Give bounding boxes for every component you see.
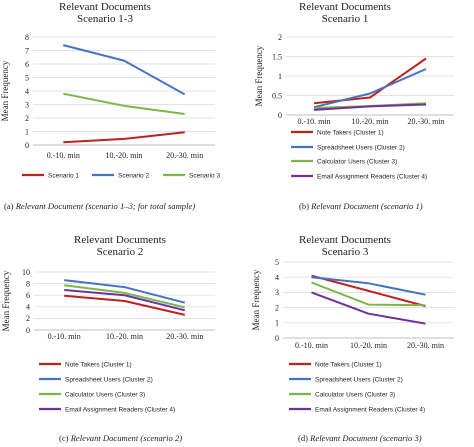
y-tick-label: 0: [278, 111, 282, 120]
y-tick-label: 7: [25, 46, 29, 55]
series-line-1: [64, 294, 186, 316]
y-tick-label: 0.5: [272, 91, 282, 100]
y-tick-label: 6: [26, 291, 30, 300]
caption-label: (c): [59, 433, 71, 443]
y-tick-label: 8: [26, 279, 30, 288]
panel-caption: (b) Relevant Document (scenario 1): [299, 201, 423, 211]
y-tick-label: 0: [26, 326, 30, 335]
legend-entry: Scenario 2: [118, 172, 149, 179]
legend-entry: Email Assignment Readers (Cluster 4): [317, 173, 427, 180]
series-line-4: [64, 289, 186, 312]
y-tick-label: 5: [275, 258, 279, 267]
legend-entry: Calculator Users (Cluster 3): [315, 391, 395, 398]
y-tick-label: 1: [25, 127, 29, 136]
caption-label: (a): [4, 201, 16, 211]
x-tick-label: 20.-30. min: [166, 151, 203, 160]
series-line-2: [64, 279, 186, 304]
y-tick-label: 2: [25, 114, 29, 123]
y-axis-title: Mean Frequency: [254, 45, 264, 106]
x-tick-label: 20.-30. min: [407, 117, 444, 126]
y-tick-label: 2: [26, 314, 30, 323]
y-tick-label: 1: [278, 72, 282, 81]
legend-entry: Spreadsheet Users (Cluster 2): [317, 144, 405, 151]
series-line-3: [63, 92, 185, 115]
caption-text: Relevant Document (scenario 2): [70, 433, 183, 443]
legend-entry: Note Takers (Cluster 1): [315, 361, 382, 368]
chart-title-line: Relevant Documents: [59, 1, 151, 13]
y-tick-label: 5: [25, 73, 29, 82]
caption-text: Relevant Document (scenario 1–3; for tot…: [15, 201, 196, 211]
panel-caption: (d) Relevant Document (scenario 3): [298, 433, 422, 443]
y-axis-title: Mean Frequency: [251, 269, 261, 330]
series-line-2: [311, 276, 426, 296]
caption-label: (d): [298, 433, 310, 443]
legend-entry: Note Takers (Cluster 1): [317, 129, 384, 136]
panel-caption: (c) Relevant Document (scenario 2): [59, 433, 182, 443]
x-tick-label: 10.-20. min: [351, 117, 388, 126]
caption-label: (b): [299, 201, 311, 211]
panel-caption: (a) Relevant Document (scenario 1–3; for…: [4, 201, 195, 211]
x-tick-label: 20.-30. min: [407, 341, 444, 350]
y-tick-label: 1: [275, 319, 279, 328]
y-tick-label: 4: [26, 303, 30, 312]
x-tick-label: 0.-10. min: [297, 117, 330, 126]
y-tick-label: 3: [275, 288, 279, 297]
y-tick-label: 2: [275, 303, 279, 312]
y-tick-label: 6: [25, 60, 29, 69]
chart-title-line: Scenario 2: [97, 246, 144, 258]
series-line-3: [64, 284, 186, 309]
y-tick-label: 4: [275, 273, 279, 282]
y-tick-label: 4: [25, 87, 29, 96]
chart-title-line: Scenario 1: [322, 13, 369, 25]
series-line-4: [313, 103, 427, 111]
y-tick-label: 8: [25, 33, 29, 42]
series-line-1: [63, 131, 185, 144]
chart-title-line: Relevant Documents: [74, 234, 166, 246]
y-tick-label: 3: [25, 100, 29, 109]
legend-entry: Spreadsheet Users (Cluster 2): [65, 376, 153, 383]
legend-entry: Email Assignment Readers (Cluster 4): [65, 406, 175, 413]
series-line-1: [313, 57, 427, 105]
chart-title-line: Scenario 3: [322, 246, 369, 258]
x-tick-label: 0.-10. min: [295, 341, 328, 350]
y-tick-label: 0: [275, 334, 279, 343]
series-line-3: [311, 281, 426, 307]
legend-entry: Email Assignment Readers (Cluster 4): [315, 406, 425, 413]
series-line-1: [311, 274, 426, 308]
caption-text: Relevant Document (scenario 3): [309, 433, 422, 443]
chart-title-line: Relevant Documents: [299, 234, 391, 246]
x-tick-label: 10.-20. min: [350, 341, 387, 350]
series-line-4: [311, 291, 426, 325]
y-tick-label: 2: [278, 33, 282, 42]
legend-entry: Scenario 3: [189, 172, 220, 179]
x-tick-label: 0.-10. min: [48, 332, 81, 341]
y-axis-title: Mean Frequency: [1, 270, 11, 331]
legend-entry: Calculator Users (Cluster 3): [317, 158, 397, 165]
x-tick-label: 0.-10. min: [47, 151, 80, 160]
chart-title-line: Relevant Documents: [299, 1, 391, 13]
legend-entry: Note Takers (Cluster 1): [65, 361, 132, 368]
y-axis-title: Mean Frequency: [0, 60, 10, 121]
caption-text: Relevant Document (scenario 1): [310, 201, 423, 211]
x-tick-label: 10.-20. min: [105, 151, 142, 160]
x-tick-label: 20.-30. min: [166, 332, 203, 341]
series-line-2: [313, 68, 427, 109]
legend-entry: Spreadsheet Users (Cluster 2): [315, 376, 403, 383]
legend-entry: Calculator Users (Cluster 3): [65, 391, 145, 398]
x-tick-label: 10.-20. min: [106, 332, 143, 341]
y-tick-label: 0: [25, 141, 29, 150]
legend-entry: Scenario 1: [48, 172, 79, 179]
chart-title-line: Scenario 1-3: [77, 13, 133, 25]
series-line-2: [63, 44, 186, 96]
y-tick-label: 10: [22, 268, 30, 277]
y-tick-label: 1.5: [272, 52, 282, 61]
